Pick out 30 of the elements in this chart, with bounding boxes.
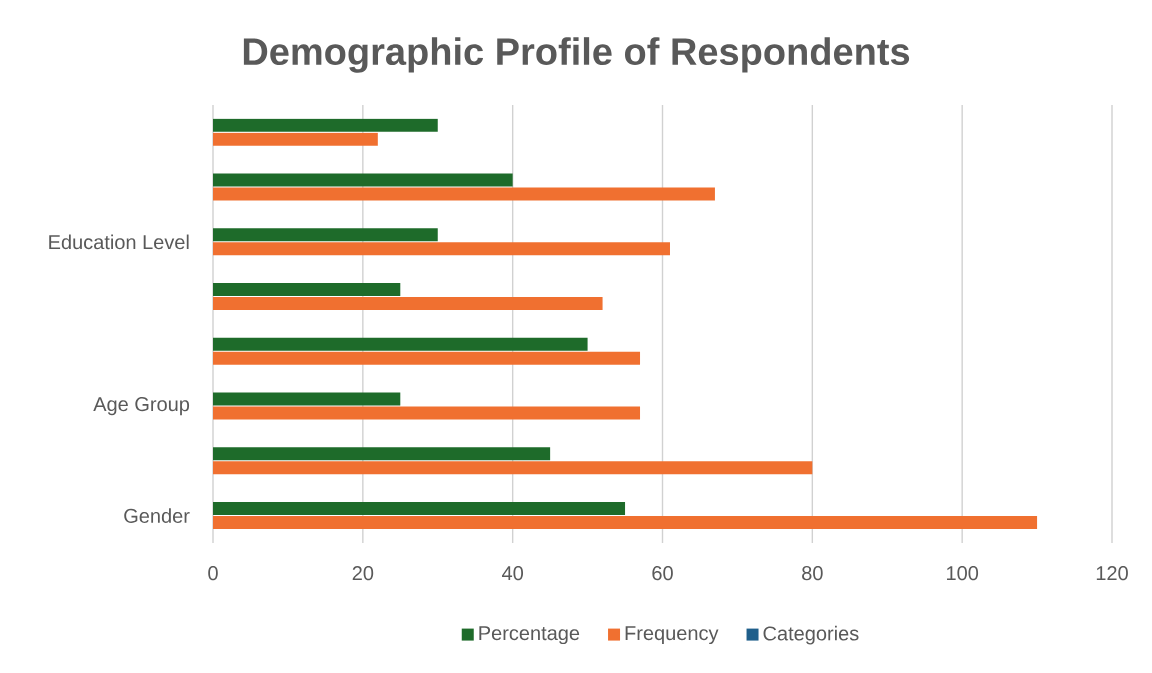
bar	[213, 337, 588, 351]
x-tick-label: 120	[1096, 566, 1128, 581]
chart-title: Demographic Profile of Respondents	[243, 37, 910, 73]
x-tick-label: 0	[208, 566, 218, 581]
bar	[213, 351, 641, 365]
bar	[213, 461, 813, 475]
bar	[213, 228, 438, 242]
bar	[213, 132, 378, 146]
legend-label: Percentage	[479, 626, 580, 645]
x-tick-label: 80	[802, 566, 823, 581]
bar	[213, 502, 626, 516]
bar	[213, 516, 1038, 530]
x-tick-label: 40	[502, 566, 524, 581]
bar	[213, 297, 603, 311]
bar	[213, 118, 438, 132]
x-tick-label: 100	[947, 566, 979, 581]
bar	[213, 283, 401, 297]
y-tick-label: Age Group	[93, 397, 190, 416]
bar	[213, 447, 551, 461]
legend-label: Categories	[763, 625, 859, 645]
x-tick-label: 20	[352, 566, 374, 581]
bar	[213, 242, 670, 256]
y-tick-label: Education Level	[49, 234, 189, 250]
bar	[213, 392, 401, 406]
x-tick-label: 60	[652, 566, 673, 581]
legend-label: Frequency	[625, 626, 719, 645]
y-tick-label: Gender	[124, 508, 190, 523]
bar	[213, 173, 513, 187]
bar	[213, 187, 715, 201]
bar	[213, 406, 641, 420]
